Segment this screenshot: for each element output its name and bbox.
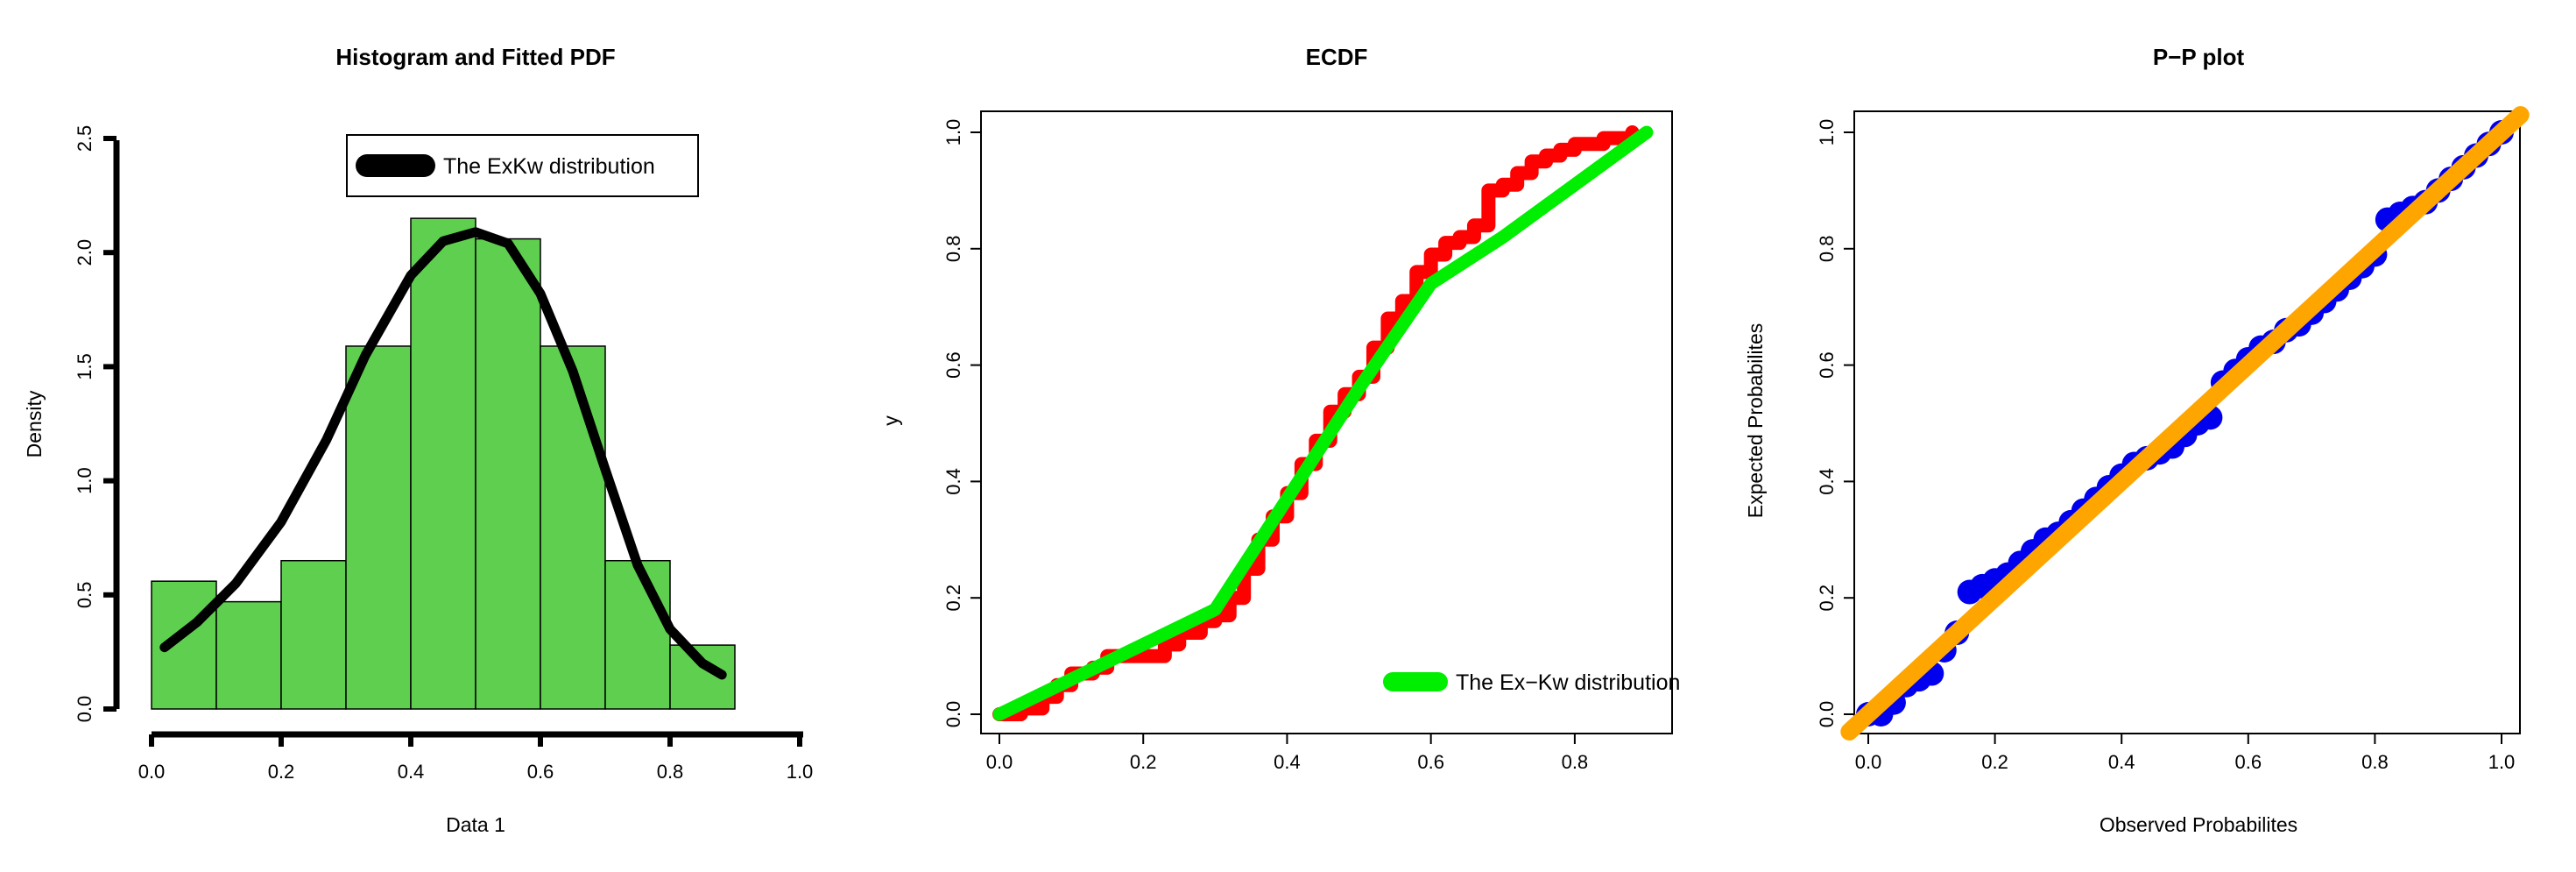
chart-title: Histogram and Fitted PDF	[335, 44, 615, 70]
ecdf-panel: ECDF 0.0 0.2 0.4 0.6 0.8 0.0 0.2 0.4 0.6 0.8 1.0 …	[858, 0, 1717, 868]
plot-frame	[1853, 110, 2521, 734]
x-tick-label: 0.0	[1855, 751, 1882, 773]
x-axis-label: Observed Probabilites	[2100, 813, 2297, 836]
y-axis-label: Density	[23, 390, 46, 457]
y-tick-label: 0.6	[1816, 351, 1838, 379]
x-tick-label: 0.6	[527, 761, 554, 783]
y-axis-label: y	[879, 415, 902, 426]
pp-plot-chart: P−P plot 0.0 0.2 0.4 0.6 0.8 1.0 0.0 0.2 0.4 0.6…	[1744, 44, 2530, 836]
x-tick-label: 0.0	[986, 751, 1013, 773]
histogram-bar	[475, 237, 541, 710]
pdf-curve	[159, 227, 727, 680]
y-tick-label: 1.0	[1816, 119, 1838, 146]
histogram-bar	[280, 559, 347, 710]
y-tick-label: 2.5	[74, 125, 95, 152]
y-tick-label: 1.0	[74, 467, 95, 494]
y-tick-label: 1.5	[74, 353, 95, 380]
y-tick-label: 0.0	[942, 701, 964, 728]
x-tick-label: 0.8	[2361, 751, 2389, 773]
x-tick-label: 0.4	[1274, 751, 1301, 773]
x-tick-label: 0.2	[268, 761, 295, 783]
y-tick-label: 0.0	[1816, 701, 1838, 728]
y-tick-label: 0.2	[1816, 585, 1838, 612]
y-tick-label: 0.4	[1816, 468, 1838, 495]
x-tick-label: 0.2	[1130, 751, 1157, 773]
y-tick-label: 2.0	[74, 239, 95, 266]
y-axis-label: Expected Probabilites	[1744, 323, 1767, 518]
y-tick-label: 1.0	[942, 119, 964, 146]
y-tick-label: 0.0	[74, 696, 95, 723]
histogram-bar	[540, 345, 606, 710]
pp-plot-panel: P−P plot 0.0 0.2 0.4 0.6 0.8 1.0 0.0 0.2 0.4 0.6…	[1717, 0, 2576, 868]
ecdf-chart: ECDF 0.0 0.2 0.4 0.6 0.8 0.00.20.40.60.81.0 …	[879, 44, 1680, 773]
y-tick-label: 0.5	[74, 582, 95, 609]
x-tick-label: 0.8	[657, 761, 684, 783]
y-tick-label: 0.4	[942, 468, 964, 495]
y-tick-label: 0.8	[942, 236, 964, 263]
x-tick-label: 0.4	[398, 761, 425, 783]
x-tick-label: 0.4	[2108, 751, 2135, 773]
legend: The ExKw distribution	[346, 134, 699, 197]
x-tick-label: 1.0	[2488, 751, 2516, 773]
y-tick-label: 0.8	[1816, 236, 1838, 263]
legend-label: The Ex−Kw distribution	[1456, 670, 1680, 695]
x-tick-label: 0.8	[1562, 751, 1589, 773]
x-tick-label: 0.6	[2235, 751, 2262, 773]
histogram-chart: Histogram and Fitted PDF 0.0 0.2 0.4 0.6 0.8…	[23, 44, 814, 836]
x-tick-label: 0.0	[138, 761, 166, 783]
fitted-cdf-line	[992, 125, 1654, 721]
histogram-panel: Histogram and Fitted PDF 0.0 0.2 0.4 0.6 0.8…	[0, 0, 858, 868]
x-tick-label: 0.2	[1981, 751, 2008, 773]
x-tick-label: 0.6	[1417, 751, 1444, 773]
legend-label: The ExKw distribution	[443, 154, 655, 179]
y-tick-label: 0.2	[942, 585, 964, 612]
reference-line	[1840, 106, 2530, 741]
chart-title: P−P plot	[2153, 44, 2245, 70]
histogram-bar	[345, 345, 412, 710]
histogram-bar	[604, 559, 671, 710]
y-tick-label: 0.6	[942, 351, 964, 379]
x-tick-label: 1.0	[787, 761, 814, 783]
plot-frame	[980, 110, 1673, 734]
chart-title: ECDF	[1306, 44, 1368, 70]
x-axis-label: Data 1	[446, 813, 505, 836]
histogram-bar	[410, 217, 476, 710]
histogram-bar	[215, 600, 282, 710]
legend: The Ex−Kw distribution	[1383, 670, 1680, 695]
